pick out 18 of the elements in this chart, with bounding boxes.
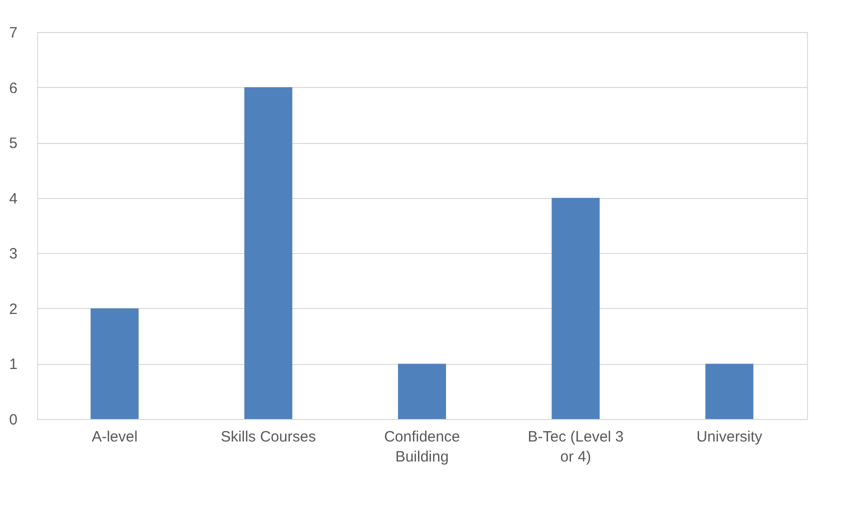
- x-tick-label: Confidence Building: [384, 428, 460, 466]
- y-tick-label: 2: [9, 300, 18, 318]
- x-tick-label: Skills Courses: [220, 428, 316, 446]
- bar: [90, 308, 139, 419]
- y-tick-label: 0: [9, 412, 18, 428]
- y-tick-label: 6: [9, 80, 18, 97]
- y-tick-label: 1: [9, 356, 18, 374]
- y-tick-label: 4: [9, 190, 18, 208]
- x-tick-label: University: [696, 428, 763, 446]
- x-tick-label: A-level: [92, 428, 138, 446]
- bar: [552, 198, 600, 419]
- y-tick-label: 3: [9, 246, 18, 263]
- bar: [705, 364, 754, 419]
- bar: [398, 364, 446, 419]
- y-tick-label: 7: [9, 24, 18, 42]
- x-tick-label: B-Tec (Level 3 or 4): [528, 428, 624, 466]
- y-tick-label: 5: [9, 135, 18, 152]
- bar: [244, 87, 292, 419]
